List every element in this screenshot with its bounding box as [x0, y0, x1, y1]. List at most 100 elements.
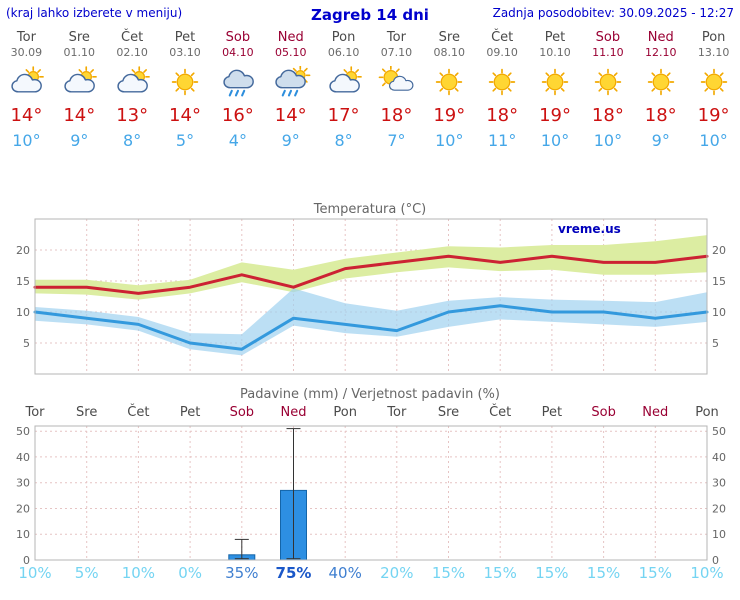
day-column[interactable]: Pet 03.10 14° 5° [159, 30, 212, 150]
tmax-line [33, 254, 709, 295]
tmin-value: 10° [435, 131, 464, 150]
y-axis-label: 10 [16, 528, 30, 541]
day-column[interactable]: Tor 30.09 14° 10° [0, 30, 53, 150]
watermark[interactable]: vreme.us [558, 222, 621, 236]
day-column[interactable]: Sob 04.10 16° 4° [211, 30, 264, 150]
day-date: 06.10 [327, 46, 360, 59]
day-column[interactable]: Pon 13.10 19° 10° [687, 30, 740, 150]
day-label: Sre [76, 405, 97, 420]
y-axis-label: 20 [16, 244, 30, 257]
day-column[interactable]: Ned 12.10 18° 9° [634, 30, 687, 150]
location-hint: (kraj lahko izberete v meniju) [6, 6, 183, 20]
rain-sun-icon [275, 65, 311, 97]
sun-icon [541, 68, 569, 96]
tmin-value: 10° [540, 131, 570, 150]
tmax-value: 18° [380, 105, 413, 126]
y-axis-label: 10 [712, 528, 726, 541]
temp-chart-title: Temperatura (°C) [313, 202, 427, 217]
day-label: Pet [542, 405, 562, 420]
tmax-value: 18° [486, 105, 519, 126]
sun-icon [171, 68, 199, 96]
sun-icon [700, 68, 727, 96]
probability-label: 40% [329, 564, 362, 582]
tmax-value: 17° [327, 105, 360, 126]
day-label: Sob [591, 405, 615, 420]
day-label: Ned [642, 405, 668, 420]
day-column[interactable]: Tor 07.10 18° 7° [370, 30, 423, 150]
y-axis-label: 15 [16, 275, 30, 288]
weather-icon [476, 66, 529, 100]
day-name: Čet [491, 30, 514, 45]
tmax-value: 14° [169, 105, 201, 126]
day-column[interactable]: Pon 06.10 17° 8° [317, 30, 370, 150]
probability-label: 5% [75, 564, 99, 582]
y-axis-label: 30 [712, 477, 726, 490]
day-date: 07.10 [380, 46, 413, 59]
tmin-value: 4° [228, 131, 247, 150]
weather-icon [634, 66, 687, 100]
day-name: Pon [701, 30, 726, 45]
tmin-value: 8° [334, 131, 353, 150]
day-date: 13.10 [697, 46, 730, 59]
day-label: Sob [230, 405, 254, 420]
tmin-value: 11° [487, 131, 517, 150]
y-axis-label: 5 [23, 337, 30, 350]
probability-label: 0% [178, 564, 202, 582]
sun-icon [647, 68, 674, 96]
weather-icon [370, 65, 423, 100]
day-column[interactable]: Pet 10.10 19° 10° [529, 30, 582, 150]
day-column[interactable]: Sre 01.10 14° 9° [53, 30, 106, 150]
weather-icon [211, 66, 264, 100]
day-column[interactable]: Čet 02.10 13° 8° [106, 30, 159, 150]
day-label: Tor [24, 405, 45, 420]
y-axis-label: 10 [712, 306, 726, 319]
day-name: Tor [386, 30, 406, 45]
precip-whisker [286, 428, 301, 560]
probability-label: 10% [690, 564, 723, 582]
plot-area [35, 426, 707, 560]
header: (kraj lahko izberete v meniju) Zagreb 14… [0, 0, 740, 24]
chart-frame [34, 425, 708, 561]
mostly-cloudy-icon [117, 66, 150, 93]
probability-label: 35% [225, 564, 258, 582]
probability-label: 15% [484, 564, 517, 582]
y-axis-label: 20 [712, 244, 726, 257]
probability-label: 15% [639, 564, 672, 582]
tmax-value: 14° [10, 105, 43, 126]
day-name: Čet [121, 30, 144, 45]
day-label: Čet [489, 404, 511, 420]
tmax-value: 19° [433, 105, 466, 126]
day-label: Čet [127, 404, 149, 420]
day-column[interactable]: Sre 08.10 19° 10° [423, 30, 476, 150]
tmax-value: 18° [644, 105, 677, 126]
y-axis-label: 20 [712, 503, 726, 516]
day-column[interactable]: Sob 11.10 18° 10° [581, 30, 634, 150]
probability-label: 15% [587, 564, 620, 582]
tmax-value: 19° [539, 105, 571, 126]
probability-label: 20% [380, 564, 413, 582]
y-axis-label: 50 [16, 425, 30, 438]
rain-icon [223, 69, 254, 97]
day-label: Pet [180, 405, 200, 420]
temperature-chart: 5 5 10 10 15 15 20 20 vreme.us [16, 218, 726, 375]
y-axis-label: 20 [16, 503, 30, 516]
day-column[interactable]: Čet 09.10 18° 11° [476, 30, 529, 150]
y-axis-label: 0 [712, 554, 719, 567]
weather-icon [423, 66, 476, 100]
weather-icon [106, 66, 159, 100]
y-axis-label: 50 [712, 425, 726, 438]
sun-icon [594, 68, 622, 96]
day-name: Sob [595, 30, 621, 45]
day-column[interactable]: Ned 05.10 14° 9° [264, 30, 317, 150]
tmin-line [33, 304, 709, 351]
day-label: Pon [333, 405, 357, 420]
weather-icon [317, 66, 370, 100]
probability-label: 10% [122, 564, 155, 582]
day-date: 01.10 [63, 46, 96, 59]
y-axis-label: 0 [23, 554, 30, 567]
day-name: Sob [225, 30, 251, 45]
precip-chart-title: Padavine (mm) / Verjetnost padavin (%) [240, 387, 500, 402]
tmin-value: 10° [12, 131, 41, 150]
weather-icon [264, 65, 317, 100]
y-axis-label: 40 [712, 451, 726, 464]
